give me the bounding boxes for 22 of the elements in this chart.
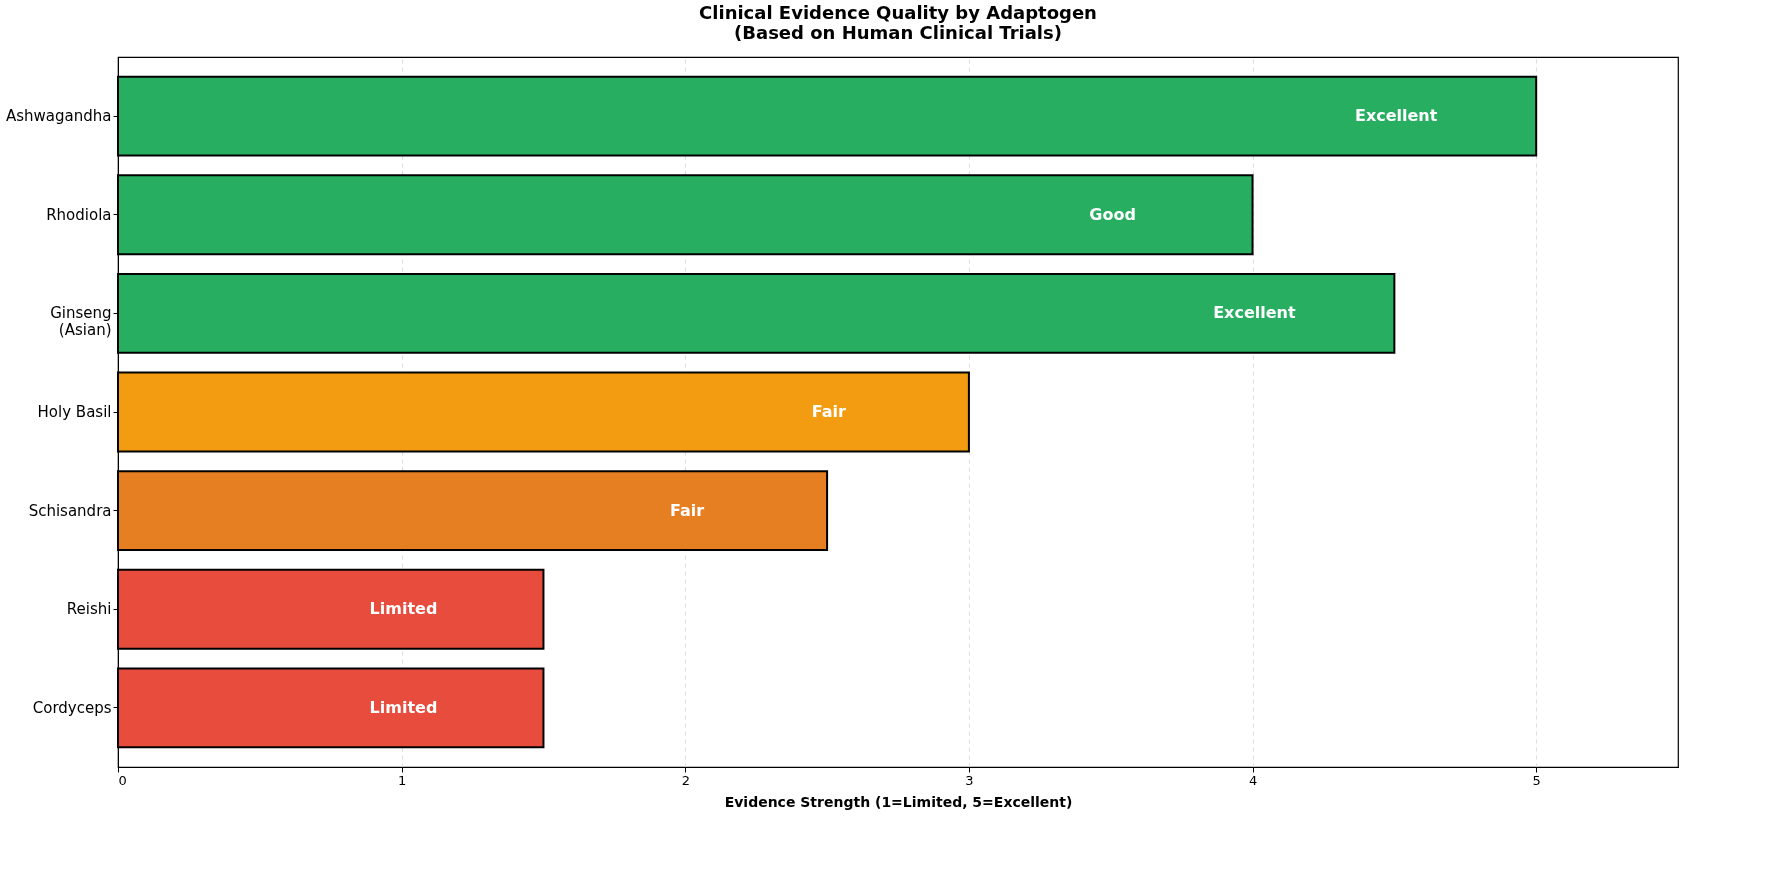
x-tick-label: 1: [398, 772, 407, 788]
data-label: Excellent: [1213, 303, 1296, 323]
x-axis-title: Evidence Strength (1=Limited, 5=Excellent): [724, 793, 1073, 810]
y-tick-label: Reishi: [66, 600, 112, 619]
data-label: Good: [1089, 204, 1136, 224]
y-tick-label: Ashwagandha: [6, 107, 112, 126]
x-tick-label: 3: [965, 772, 974, 788]
y-tick-label: Schisandra: [28, 501, 112, 520]
data-label: Limited: [369, 599, 438, 619]
y-tick-label: Cordyceps: [32, 698, 112, 717]
x-tick-label: 5: [1532, 772, 1541, 788]
x-tick-label: 2: [681, 772, 690, 788]
data-label: Fair: [811, 402, 847, 421]
y-tick-label: Holy Basil: [37, 403, 112, 421]
y-tick-label: Rhodiola: [46, 205, 112, 224]
chart-title: Clinical Evidence Quality by Adaptogen (Based on Human Clinical Trials): [699, 2, 1097, 43]
data-label: Fair: [670, 500, 705, 520]
y-tick-label: Ginseng (Asian): [50, 304, 112, 340]
data-label: Excellent: [1354, 106, 1438, 126]
data-label: Limited: [369, 697, 438, 717]
x-tick-label: 0: [118, 772, 127, 788]
x-tick-label: 4: [1248, 772, 1258, 788]
